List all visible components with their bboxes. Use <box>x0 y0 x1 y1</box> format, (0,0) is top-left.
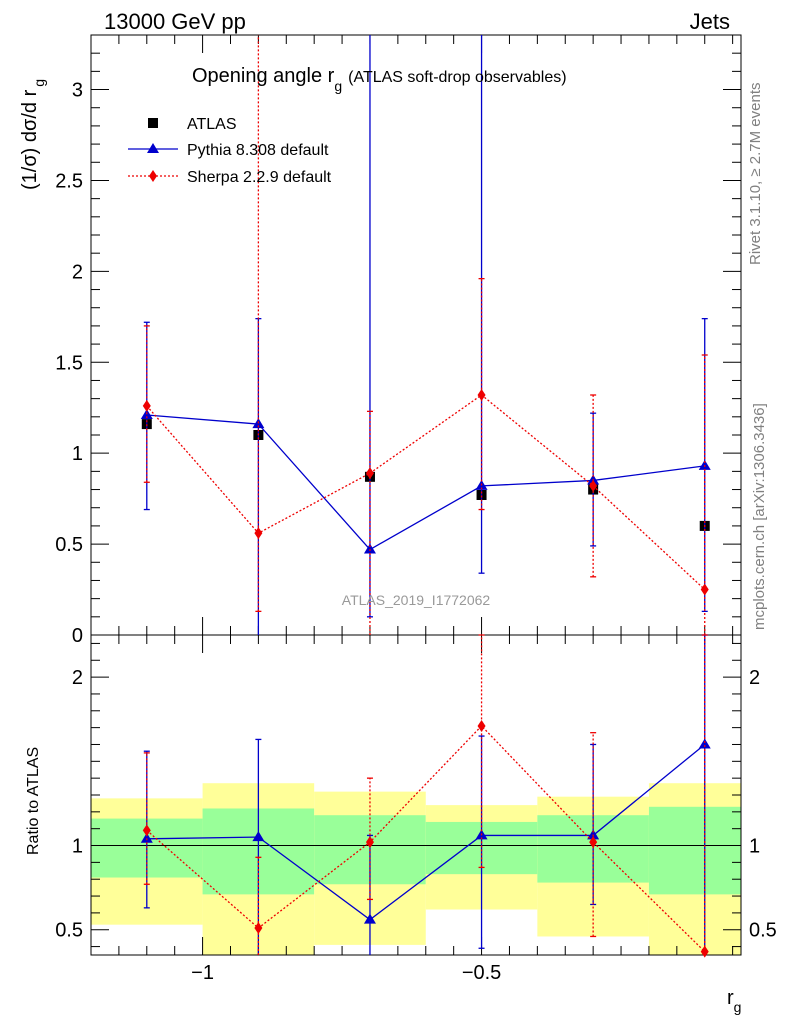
main-y-tick-label: 0 <box>72 625 83 647</box>
ratio-diamond-point <box>365 836 374 849</box>
main-diamond-line <box>146 394 706 591</box>
legend-sherpa-marker <box>149 170 157 182</box>
ratio-diamond-point <box>142 824 151 837</box>
ratio-series <box>140 634 711 958</box>
legend-pythia-marker <box>147 143 159 153</box>
ratio-triangle-line <box>146 743 706 921</box>
analysis-watermark: ATLAS_2019_I1772062 <box>342 592 491 608</box>
x-axis-label: rg <box>727 987 741 1015</box>
x-tick-label: −1 <box>191 962 214 984</box>
ratio-diamond-point <box>254 922 263 935</box>
ratio-triangle-point <box>587 829 600 840</box>
legend-pythia-label: Pythia 8.308 default <box>187 142 329 159</box>
ratio-diamond-point <box>700 945 709 958</box>
y-axis-label: (1/σ) dσ/d r g <box>19 79 47 190</box>
ratio-diamond-line <box>146 725 706 953</box>
mcplots-label: mcplots.cern.ch [arXiv:1306.3436] <box>751 403 768 630</box>
main-triangle-line <box>146 414 705 551</box>
plot-title-sub: g <box>334 78 342 94</box>
header-category: Jets <box>690 9 730 34</box>
main-y-tick-label: 1 <box>72 443 83 465</box>
ratio-triangle-point <box>140 832 153 843</box>
main-triangle-point <box>363 543 376 554</box>
plot-title: Opening angle rg (ATLAS soft-drop observa… <box>192 65 567 94</box>
main-diamond-point <box>700 583 709 596</box>
legend-sherpa-label: Sherpa 2.2.9 default <box>187 169 332 186</box>
ratio-y-tick-label-left: 1 <box>72 836 83 858</box>
legend-atlas-marker <box>148 118 158 128</box>
ratio-triangle-point <box>363 913 376 924</box>
ratio-y-axis-label: Ratio to ATLAS <box>25 747 42 855</box>
main-diamond-point <box>365 467 374 480</box>
x-tick-label: −0.5 <box>462 962 501 984</box>
y-axis-label-sub: g <box>31 79 47 87</box>
plot-title-extra: (ATLAS soft-drop observables) <box>348 69 566 86</box>
ratio-y-tick-label-right: 0.5 <box>749 920 777 942</box>
band-inner-5 <box>648 806 741 895</box>
main-diamond-point <box>589 479 598 492</box>
ratio-y-tick-label-right: 1 <box>749 836 760 858</box>
main-y-tick-label: 1.5 <box>55 352 83 374</box>
ratio-diamond-point <box>477 719 486 732</box>
ratio-y-tick-label-left: 2 <box>72 667 83 689</box>
main-y-tick-label: 0.5 <box>55 534 83 556</box>
plot-title-main: Opening angle r <box>192 65 335 87</box>
x-axis-label-main: r <box>727 987 734 1009</box>
legend: ATLAS Pythia 8.308 default Sherpa 2.2.9 … <box>128 116 332 186</box>
ratio-y-tick-label-right: 2 <box>749 667 760 689</box>
main-triangle-point <box>698 459 711 470</box>
legend-atlas-label: ATLAS <box>187 116 237 133</box>
ratio-y-tick-label-left: 0.5 <box>55 920 83 942</box>
x-axis-label-sub: g <box>734 999 742 1015</box>
ratio-diamond-point <box>589 836 598 849</box>
main-diamond-point <box>254 527 263 540</box>
header-process: 13000 GeV pp <box>104 9 246 34</box>
main-y-tick-label: 2.5 <box>55 170 83 192</box>
ratio-triangle-point <box>252 831 265 842</box>
ratio-uncertainty-bands <box>91 783 741 955</box>
ratio-triangle-point <box>698 738 711 749</box>
main-y-tick-label: 3 <box>72 80 83 102</box>
y-axis-label-main: (1/σ) dσ/d r <box>19 89 41 190</box>
main-series <box>140 35 711 635</box>
rivet-label: Rivet 3.1.10, ≥ 2.7M events <box>747 83 764 266</box>
main-y-tick-label: 2 <box>72 261 83 283</box>
main-diamond-point <box>142 399 151 412</box>
main-diamond-point <box>477 389 486 401</box>
